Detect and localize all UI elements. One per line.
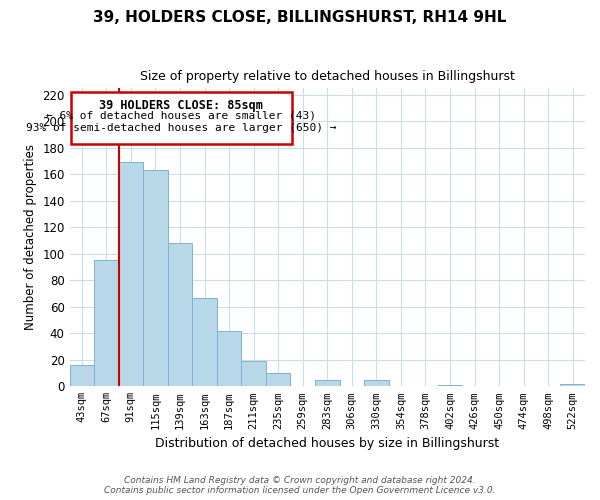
Bar <box>560 384 585 386</box>
Text: 39, HOLDERS CLOSE, BILLINGSHURST, RH14 9HL: 39, HOLDERS CLOSE, BILLINGSHURST, RH14 9… <box>94 10 506 25</box>
Bar <box>119 162 143 386</box>
Bar <box>364 380 389 386</box>
Bar <box>438 385 462 386</box>
Y-axis label: Number of detached properties: Number of detached properties <box>24 144 37 330</box>
Bar <box>192 298 217 386</box>
Bar <box>167 244 192 386</box>
Bar <box>71 92 292 144</box>
Text: 39 HOLDERS CLOSE: 85sqm: 39 HOLDERS CLOSE: 85sqm <box>99 99 263 112</box>
Bar <box>94 260 119 386</box>
Bar <box>241 361 266 386</box>
Bar <box>143 170 167 386</box>
Title: Size of property relative to detached houses in Billingshurst: Size of property relative to detached ho… <box>140 70 515 83</box>
Bar <box>315 380 340 386</box>
Text: 93% of semi-detached houses are larger (650) →: 93% of semi-detached houses are larger (… <box>26 123 337 133</box>
Text: ← 6% of detached houses are smaller (43): ← 6% of detached houses are smaller (43) <box>46 111 316 121</box>
X-axis label: Distribution of detached houses by size in Billingshurst: Distribution of detached houses by size … <box>155 437 499 450</box>
Text: Contains HM Land Registry data © Crown copyright and database right 2024.
Contai: Contains HM Land Registry data © Crown c… <box>104 476 496 495</box>
Bar <box>217 330 241 386</box>
Bar <box>266 373 290 386</box>
Bar <box>70 365 94 386</box>
